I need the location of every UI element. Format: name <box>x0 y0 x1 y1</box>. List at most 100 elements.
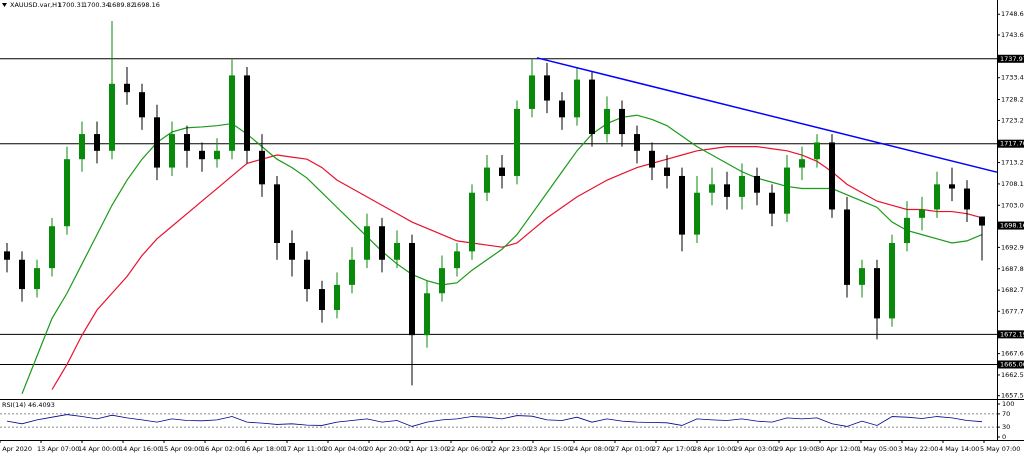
candle-body <box>454 251 460 269</box>
y-tick-label: 1703.00 <box>1001 201 1024 209</box>
time-label: 14 Apr 16:00 <box>119 445 161 453</box>
time-label: 16 Apr 18:00 <box>242 445 284 453</box>
candle-body <box>484 167 490 193</box>
time-label: 5 May 07:00 <box>980 445 1020 453</box>
candle-body <box>64 159 70 227</box>
candle-body <box>589 79 595 135</box>
candle-body <box>499 167 505 176</box>
candle-body <box>919 209 925 218</box>
candle-body <box>469 192 475 252</box>
candle-body <box>439 268 445 294</box>
candle-body <box>784 167 790 214</box>
level-label: 1717.70 <box>1000 140 1024 148</box>
level-label-bg <box>998 360 1024 369</box>
y-tick-label: 1743.65 <box>1001 31 1024 39</box>
time-label: 20 Apr 04:00 <box>324 445 366 453</box>
y-tick-label: 1748.60 <box>1001 10 1024 18</box>
candle-body <box>214 150 220 160</box>
candle-body <box>844 209 850 285</box>
candle-body <box>754 175 760 193</box>
level-label-bg <box>998 330 1024 339</box>
candle-body <box>139 92 145 118</box>
candle-body <box>874 268 880 319</box>
candle-body <box>49 226 55 269</box>
y-tick-label: 1692.95 <box>1001 243 1024 251</box>
candle-body <box>619 108 625 135</box>
time-label: 3 May 22:00 <box>898 445 938 453</box>
candle-body <box>274 184 280 243</box>
candle-body <box>739 175 745 197</box>
candle-body <box>4 251 10 260</box>
candle-body <box>859 268 865 285</box>
time-label: 23 Apr 15:00 <box>529 445 571 453</box>
candle-body <box>304 259 310 290</box>
rsi-tick-label: 70 <box>1002 410 1010 418</box>
time-label: 21 Apr 13:00 <box>406 445 448 453</box>
candle-body <box>34 268 40 290</box>
candle-body <box>79 134 85 160</box>
time-label: 29 Apr 19:00 <box>775 445 817 453</box>
candle-body <box>514 108 520 176</box>
candle-body <box>244 75 250 151</box>
y-tick-label: 1687.85 <box>1001 265 1024 273</box>
rsi-value: 46.4093 <box>28 401 55 409</box>
candle-body <box>769 192 775 214</box>
y-tick-label: 1723.25 <box>1001 116 1024 124</box>
menu-arrow[interactable] <box>2 3 7 7</box>
time-label: 28 Apr 10:00 <box>693 445 735 453</box>
rsi-name: RSI(14) <box>2 401 26 409</box>
candle-body <box>649 150 655 168</box>
moving-average <box>21 114 983 395</box>
candle-body <box>604 108 610 135</box>
candle-body <box>334 284 340 311</box>
candle-body <box>394 242 400 260</box>
last-price-bg <box>998 221 1024 230</box>
level-label: 1672.19 <box>1000 330 1024 338</box>
level-label: 1737.97 <box>1000 55 1024 63</box>
candle-body <box>199 150 205 160</box>
time-label: 22 Apr 06:00 <box>447 445 489 453</box>
candle-body <box>889 242 895 319</box>
time-label: 29 Apr 03:00 <box>734 445 776 453</box>
candle-body <box>94 134 100 151</box>
candle-body <box>409 242 415 336</box>
candle-body <box>424 293 430 336</box>
y-tick-label: 1662.50 <box>1001 371 1024 379</box>
time-label: 30 Apr 12:00 <box>816 445 858 453</box>
y-tick-label: 1667.60 <box>1001 350 1024 358</box>
candle-body <box>574 79 580 118</box>
candle-body <box>634 134 640 151</box>
time-label: 27 Apr 01:00 <box>611 445 653 453</box>
y-tick-label: 1677.70 <box>1001 307 1024 315</box>
time-label: 4 May 14:00 <box>939 445 979 453</box>
time-label: 16 Apr 02:00 <box>201 445 243 453</box>
candle-body <box>154 117 160 168</box>
candle-body <box>664 167 670 176</box>
candle-body <box>229 75 235 151</box>
candle-body <box>934 184 940 210</box>
time-label: 20 Apr 20:00 <box>365 445 407 453</box>
level-label-bg <box>998 54 1024 63</box>
candle-body <box>964 188 970 210</box>
rsi-tick-label: 0 <box>1002 433 1006 441</box>
candle-body <box>799 159 805 168</box>
header-high: 1700.34 <box>83 1 110 9</box>
trendline <box>536 57 998 173</box>
level-label-bg <box>998 139 1024 148</box>
y-tick-label: 1733.45 <box>1001 74 1024 82</box>
candle-body <box>904 217 910 243</box>
rsi-tick-label: 100 <box>1002 400 1014 408</box>
candle-body <box>829 142 835 210</box>
candle-body <box>364 226 370 260</box>
candle-body <box>529 75 535 109</box>
candle-body <box>169 134 175 168</box>
level-label: 1665.00 <box>1000 360 1024 368</box>
time-label: 24 Apr 08:00 <box>570 445 612 453</box>
y-tick-label: 1708.10 <box>1001 180 1024 188</box>
candle-body <box>124 83 130 93</box>
candle-body <box>109 83 115 151</box>
y-tick-label: 1713.20 <box>1001 159 1024 167</box>
time-label: 1 May 05:00 <box>857 445 897 453</box>
header: XAUUSD.var,H1 1700.31 1700.34 1689.82 16… <box>10 1 160 9</box>
